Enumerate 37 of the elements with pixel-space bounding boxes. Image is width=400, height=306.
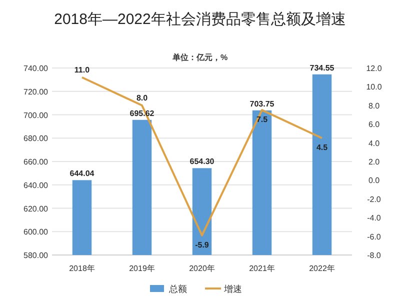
y-tick-label: 700.00 (24, 110, 49, 120)
y-tick-label: 620.00 (24, 204, 49, 214)
data-label: 8.0 (136, 93, 148, 102)
data-label: 4.5 (316, 143, 328, 152)
legend-label: 增速 (223, 284, 242, 294)
y2-tick-label: 10.0 (366, 82, 382, 92)
y2-tick-label: -4.0 (367, 214, 382, 223)
x-tick-label: 2020年 (189, 264, 215, 273)
x-tick-label: 2022年 (309, 264, 335, 273)
chart-subtitle: 单位：亿元，% (171, 53, 228, 62)
y2-tick-label: 4.0 (368, 138, 380, 148)
y2-tick-label: 2.0 (368, 158, 380, 166)
legend-label: 总额 (168, 284, 187, 294)
y-tick-label: 640.00 (24, 180, 49, 190)
data-label: 654.30 (190, 157, 215, 166)
y2-tick-label: -8.0 (367, 251, 382, 260)
y-tick-label: 740.00 (24, 64, 49, 73)
y2-tick-label: -6.0 (367, 232, 382, 242)
data-label: -5.9 (195, 240, 210, 250)
data-label: 644.04 (70, 169, 95, 178)
y2-tick-label: 6.0 (368, 120, 380, 130)
data-label: 734.55 (310, 63, 335, 72)
y-tick-label: 720.00 (24, 87, 49, 96)
y2-tick-label: -2.0 (367, 194, 382, 204)
y2-tick-label: 0.0 (368, 176, 380, 186)
y-tick-label: 660.00 (24, 158, 49, 166)
data-label: 703.75 (250, 99, 275, 108)
y2-tick-label: 8.0 (368, 101, 380, 110)
x-tick-label: 2018年 (69, 264, 95, 273)
y-tick-label: 680.00 (24, 134, 49, 144)
x-tick-label: 2019年 (129, 264, 155, 273)
x-tick-label: 2021年 (249, 264, 275, 273)
y-tick-label: 580.00 (24, 251, 49, 260)
chart-title: 2018年—2022年社会消费品零售总额及增速 (54, 11, 346, 28)
data-label: 11.0 (74, 65, 90, 74)
y2-tick-label: 12.0 (366, 64, 382, 73)
y-tick-label: 600.00 (24, 228, 49, 237)
